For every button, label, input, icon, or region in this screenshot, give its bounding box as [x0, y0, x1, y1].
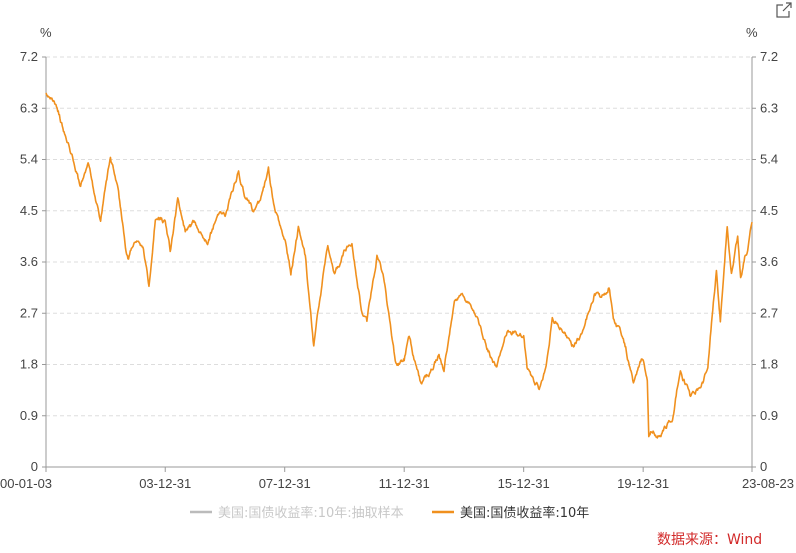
- y-tick-label-right: 0: [760, 459, 767, 474]
- y-tick-label-left: 4.5: [20, 203, 38, 218]
- y-tick-label-right: 1.8: [760, 357, 778, 372]
- y-tick-label-left: 1.8: [20, 357, 38, 372]
- y-tick-label-left: 0: [31, 459, 38, 474]
- x-tick-labels: 00-01-03 03-12-31 07-12-31 11-12-31 15-12-31…: [0, 476, 794, 491]
- y-tick-label-right: 6.3: [760, 100, 778, 115]
- series-lines: [45, 92, 753, 439]
- legend-label[interactable]: 美国:国债收益率:10年:抽取样本: [218, 505, 404, 521]
- y-tick-label-left: 7.2: [20, 49, 38, 64]
- y-tick-label-right: 3.6: [760, 254, 778, 269]
- x-tick-label: 11-12-31: [379, 476, 430, 491]
- y-tick-label-left: 6.3: [20, 100, 38, 115]
- y-tick-label-right: 0.9: [760, 408, 778, 423]
- legend: 美国:国债收益率:10年:抽取样本 美国:国债收益率:10年: [190, 505, 589, 521]
- y-tick-label-left: 2.7: [20, 305, 38, 320]
- left-axis-unit: %: [40, 25, 52, 40]
- share-icon[interactable]: [776, 2, 792, 18]
- y-tick-label-left: 5.4: [20, 152, 38, 167]
- y-tick-label-left: 0.9: [20, 408, 38, 423]
- x-tick-label: 19-12-31: [617, 476, 669, 491]
- right-axis-unit: %: [746, 25, 758, 40]
- y-tick-label-right: 5.4: [760, 152, 778, 167]
- y-tick-labels: 0 0 0.9 0.9 1.8 1.8 2.7 2.7 3.6 3.6 4.5 4.5 5.4 5.4 6.…: [20, 49, 778, 474]
- axes: [42, 56, 756, 472]
- y-tick-label-right: 2.7: [760, 305, 778, 320]
- series-line-treasury-10y: [45, 92, 753, 439]
- y-tick-label-right: 7.2: [760, 49, 778, 64]
- x-tick-label: 07-12-31: [259, 476, 311, 491]
- x-tick-label: 03-12-31: [139, 476, 191, 491]
- y-tick-label-left: 3.6: [20, 254, 38, 269]
- x-tick-label: 15-12-31: [498, 476, 550, 491]
- grid-lines: [46, 56, 752, 417]
- legend-label[interactable]: 美国:国债收益率:10年: [460, 505, 589, 521]
- y-tick-label-right: 4.5: [760, 203, 778, 218]
- x-tick-label: 00-01-03: [0, 476, 52, 491]
- x-tick-label: 23-08-23: [742, 476, 794, 491]
- source-label: 数据来源：Wind: [657, 532, 762, 548]
